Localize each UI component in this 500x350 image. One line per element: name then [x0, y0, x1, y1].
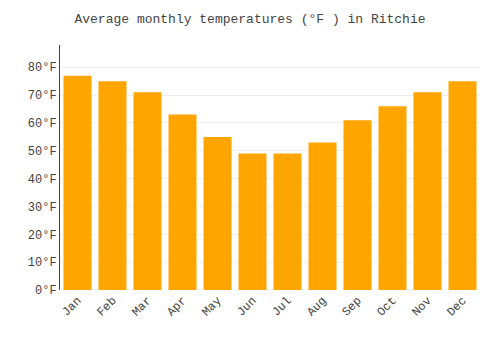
- svg-text:Oct: Oct: [374, 294, 399, 319]
- svg-text:0°F: 0°F: [35, 284, 57, 298]
- svg-text:30°F: 30°F: [28, 201, 57, 215]
- svg-text:Mar: Mar: [129, 294, 154, 319]
- svg-text:50°F: 50°F: [28, 145, 57, 159]
- svg-text:Nov: Nov: [409, 294, 434, 319]
- svg-text:Apr: Apr: [164, 294, 189, 319]
- svg-text:70°F: 70°F: [28, 89, 57, 103]
- svg-text:Feb: Feb: [94, 294, 119, 319]
- svg-text:80°F: 80°F: [28, 61, 57, 75]
- svg-text:Aug: Aug: [304, 294, 329, 319]
- svg-text:Jul: Jul: [269, 294, 294, 319]
- svg-text:Average monthly temperatures (: Average monthly temperatures (°F ) in Ri…: [74, 12, 425, 27]
- svg-text:May: May: [199, 294, 224, 319]
- svg-text:20°F: 20°F: [28, 229, 57, 243]
- svg-text:Dec: Dec: [444, 294, 469, 319]
- svg-text:40°F: 40°F: [28, 173, 57, 187]
- svg-text:60°F: 60°F: [28, 117, 57, 131]
- svg-text:Jan: Jan: [59, 294, 84, 319]
- svg-text:Jun: Jun: [234, 294, 259, 319]
- svg-text:Sep: Sep: [339, 294, 364, 319]
- svg-text:10°F: 10°F: [28, 256, 57, 270]
